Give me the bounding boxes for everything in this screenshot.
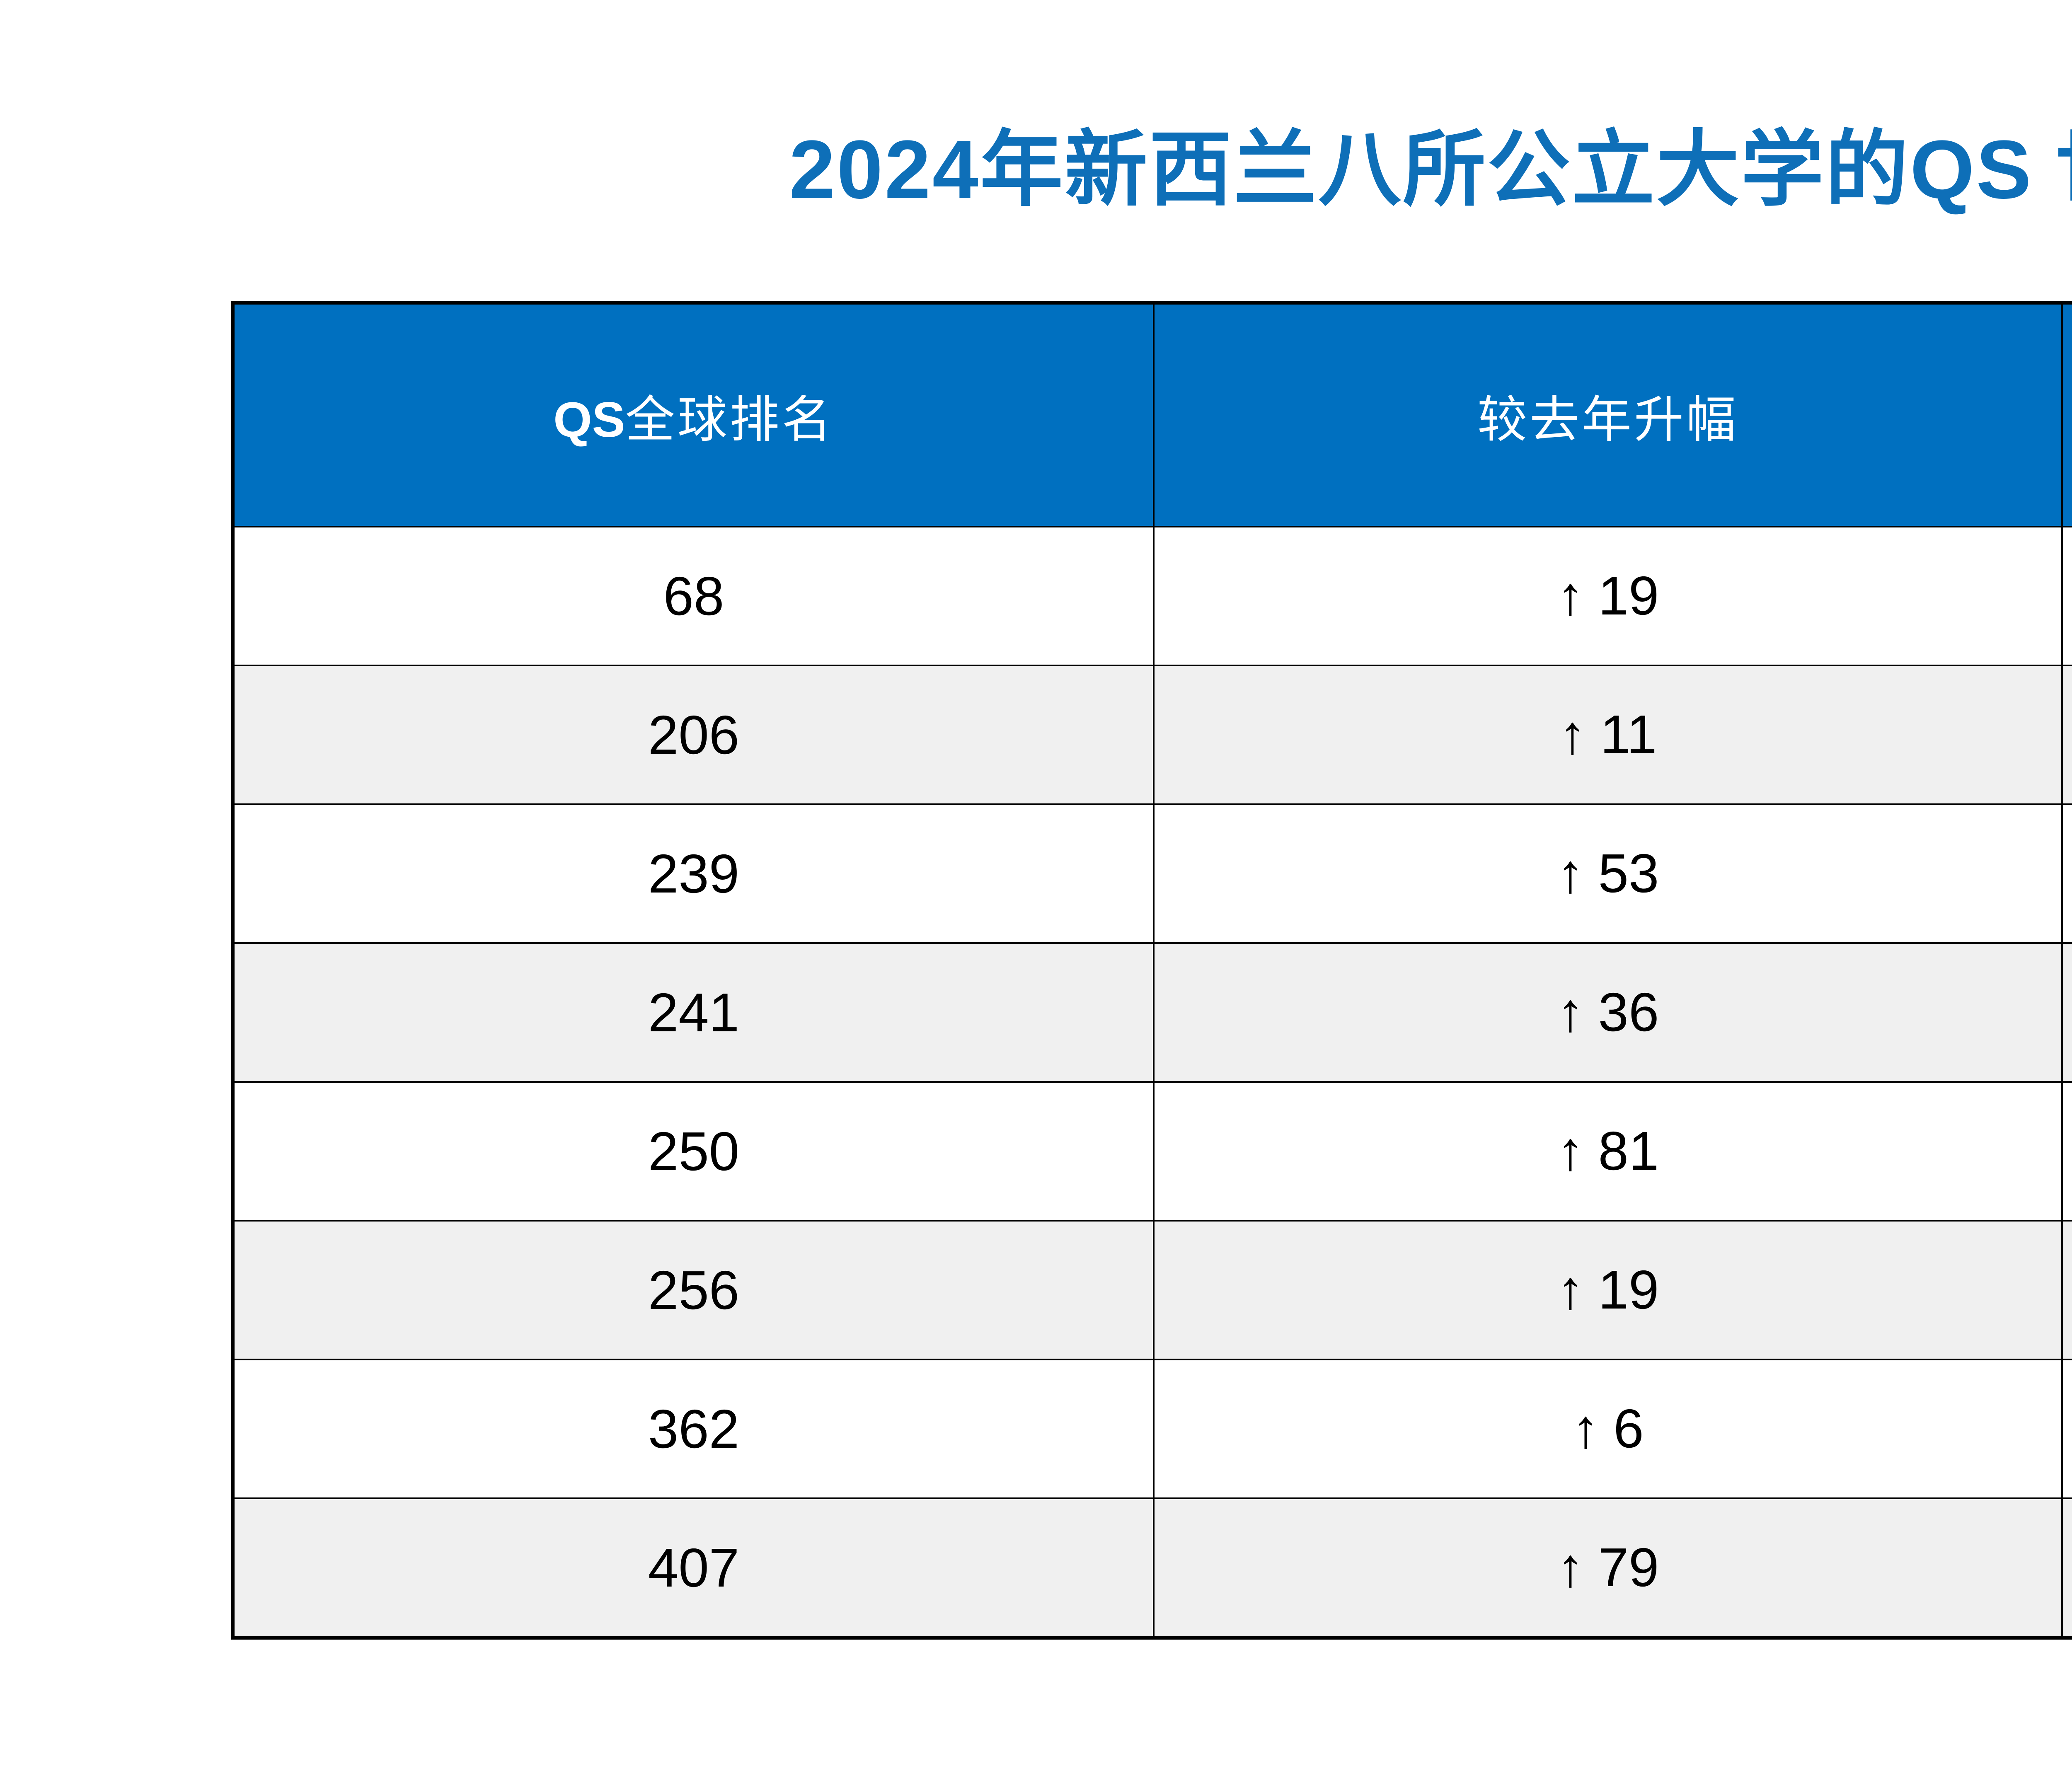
change-value: 79 <box>1598 1537 1659 1598</box>
university-cell: 奥塔哥大学 <box>2061 665 2072 805</box>
change-cell: ↑ 19 <box>1153 526 2063 666</box>
rank-cell: 407 <box>232 1497 1155 1639</box>
up-arrow-icon: ↑ <box>1556 566 1584 626</box>
title-text-cn-1: 年新西兰八所公立大学的 <box>980 125 1910 216</box>
change-cell: ↑ 53 <box>1153 803 2063 944</box>
column-header-university: 大学名称 <box>2061 302 2072 527</box>
change-cell: ↑ 11 <box>1153 665 2063 805</box>
rank-cell: 362 <box>232 1359 1155 1499</box>
title-qs: QS <box>1910 123 2033 216</box>
change-cell: ↑ 79 <box>1153 1497 2063 1639</box>
column-header-change: 较去年升幅 <box>1153 302 2063 527</box>
change-cell: ↑ 6 <box>1153 1359 2063 1499</box>
change-cell: ↑ 81 <box>1153 1081 2063 1222</box>
column-header-rank-qs: QS <box>553 392 625 448</box>
change-value: 19 <box>1598 1259 1659 1320</box>
table-row: 407 ↑79 奥克兰理工大学 <box>232 1497 2072 1639</box>
up-arrow-icon: ↑ <box>1559 704 1586 765</box>
up-arrow-icon: ↑ <box>1556 982 1584 1043</box>
university-cell: 怀卡托大学 <box>2061 1081 2072 1222</box>
change-cell: ↑ 19 <box>1153 1220 2063 1360</box>
up-arrow-icon: ↑ <box>1556 1121 1584 1182</box>
rank-cell: 250 <box>232 1081 1155 1222</box>
up-arrow-icon: ↑ <box>1556 843 1584 904</box>
university-cell: 坎特伯雷大学 <box>2061 1220 2072 1360</box>
qs-ranking-table: QS全球排名 较去年升幅 大学名称 68 ↑19 奥克兰大学 206 ↑11 奥… <box>231 301 2072 1640</box>
title-year: 2024 <box>789 123 980 216</box>
table-row: 362 ↑6 林肯大学 <box>232 1359 2072 1499</box>
rank-cell: 239 <box>232 803 1155 944</box>
change-cell: ↑ 36 <box>1153 942 2063 1083</box>
title-text-cn-2: 世界排名 <box>2033 125 2072 216</box>
rank-cell: 241 <box>232 942 1155 1083</box>
change-value: 19 <box>1598 565 1659 626</box>
change-value: 36 <box>1598 982 1659 1043</box>
university-cell: 梅西大学 <box>2061 803 2072 944</box>
column-header-rank: QS全球排名 <box>232 302 1155 527</box>
up-arrow-icon: ↑ <box>1572 1398 1600 1459</box>
university-cell: 奥克兰大学 <box>2061 526 2072 666</box>
change-value: 81 <box>1598 1120 1659 1181</box>
rank-cell: 68 <box>232 526 1155 666</box>
table-header-row: QS全球排名 较去年升幅 大学名称 <box>232 302 2072 527</box>
up-arrow-icon: ↑ <box>1556 1537 1584 1598</box>
change-value: 53 <box>1598 843 1659 904</box>
table-row: 239 ↑53 梅西大学 <box>232 803 2072 944</box>
table-row: 206 ↑11 奥塔哥大学 <box>232 665 2072 805</box>
table-row: 256 ↑19 坎特伯雷大学 <box>232 1220 2072 1360</box>
table-row: 250 ↑81 怀卡托大学 <box>232 1081 2072 1222</box>
page-title: 2024年新西兰八所公立大学的QS 世界排名 <box>0 124 2072 216</box>
table-row: 68 ↑19 奥克兰大学 <box>232 526 2072 666</box>
rank-cell: 206 <box>232 665 1155 805</box>
column-header-rank-cn: 全球排名 <box>625 392 834 448</box>
change-value: 11 <box>1600 704 1657 765</box>
university-cell: 奥克兰理工大学 <box>2061 1497 2072 1639</box>
rank-cell: 256 <box>232 1220 1155 1360</box>
university-cell: 惠灵顿维多利亚大学 <box>2061 942 2072 1083</box>
table-row: 241 ↑36 惠灵顿维多利亚大学 <box>232 942 2072 1083</box>
up-arrow-icon: ↑ <box>1556 1260 1584 1321</box>
change-value: 6 <box>1613 1398 1644 1459</box>
university-cell: 林肯大学 <box>2061 1359 2072 1499</box>
